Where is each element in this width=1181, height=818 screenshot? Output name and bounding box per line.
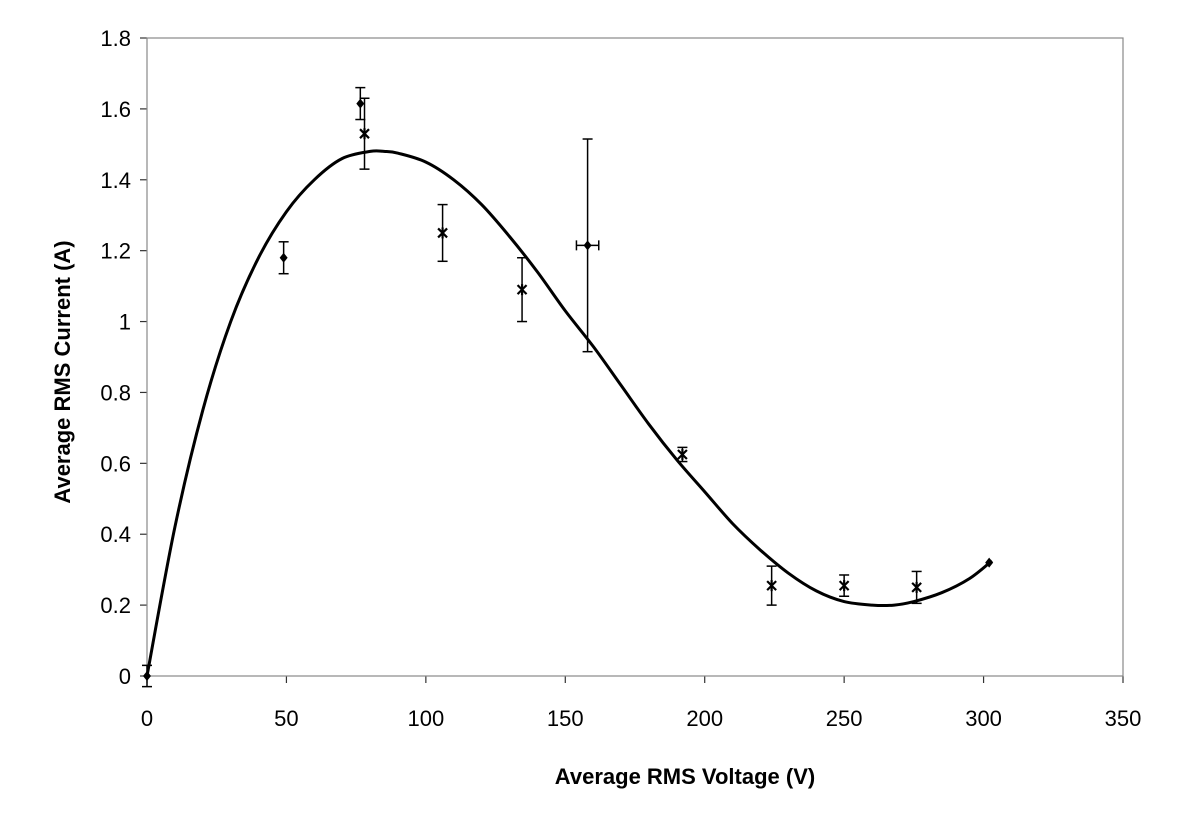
data-point-star xyxy=(911,581,922,593)
x-tick-label: 100 xyxy=(407,706,444,731)
data-point-diamond xyxy=(279,252,288,263)
data-points-layer xyxy=(142,86,994,688)
x-tick-label: 250 xyxy=(826,706,863,731)
y-tick-label: 0.6 xyxy=(100,451,131,476)
y-tick-label: 0.8 xyxy=(100,380,131,405)
data-point-star xyxy=(516,284,528,296)
y-tick-label: 1.6 xyxy=(100,97,131,122)
data-point-star xyxy=(437,227,448,239)
x-axis-title: Average RMS Voltage (V) xyxy=(555,764,815,789)
fit-curve xyxy=(145,149,993,677)
x-tick-label: 300 xyxy=(965,706,1002,731)
x-tick-label: 350 xyxy=(1105,706,1142,731)
y-axis-ticks: 0 0.2 0.4 0.6 0.8 1 1.2 1.4 1.6 1.8 xyxy=(100,26,147,689)
data-point-diamond xyxy=(356,98,365,109)
fit-curve-layer xyxy=(145,149,993,677)
data-point-diamond xyxy=(143,671,151,681)
x-tick-label: 150 xyxy=(547,706,584,731)
y-tick-label: 0.4 xyxy=(100,522,131,547)
data-point-diamond xyxy=(583,240,592,251)
data-point-star xyxy=(838,580,850,592)
x-tick-label: 200 xyxy=(686,706,723,731)
x-tick-label: 50 xyxy=(274,706,298,731)
y-tick-label: 0 xyxy=(119,664,131,689)
y-tick-label: 1.2 xyxy=(100,239,131,264)
data-point-star xyxy=(677,448,688,460)
y-tick-label: 1.8 xyxy=(100,26,131,51)
x-tick-label: 0 xyxy=(141,706,153,731)
x-axis-ticks: 0 50 100 150 200 250 300 350 xyxy=(141,676,1141,731)
y-tick-label: 1 xyxy=(119,310,131,335)
y-axis-title: Average RMS Current (A) xyxy=(50,240,75,503)
data-point-star xyxy=(766,580,777,592)
y-tick-label: 1.4 xyxy=(100,168,131,193)
y-tick-label: 0.2 xyxy=(100,593,131,618)
data-point-star xyxy=(359,128,370,140)
plot-area-frame xyxy=(146,37,1124,677)
data-point-diamond xyxy=(985,557,994,568)
